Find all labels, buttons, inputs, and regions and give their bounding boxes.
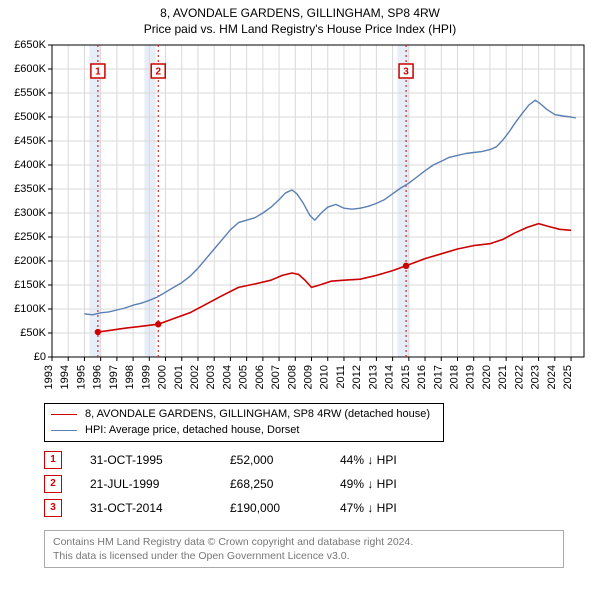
attribution-footer: Contains HM Land Registry data © Crown c… [44,530,564,568]
svg-text:2019: 2019 [465,365,477,389]
svg-text:1996: 1996 [92,365,104,389]
svg-text:2002: 2002 [189,365,201,389]
event-price: £52,000 [230,453,340,467]
legend-item: HPI: Average price, detached house, Dors… [51,423,437,438]
event-date: 31-OCT-2014 [90,501,230,515]
svg-text:£650K: £650K [14,39,46,51]
svg-text:2016: 2016 [416,365,428,389]
svg-text:£550K: £550K [14,87,46,99]
svg-text:1: 1 [95,67,101,78]
legend-swatch [51,414,77,415]
svg-text:2008: 2008 [286,365,298,389]
event-date: 31-OCT-1995 [90,453,230,467]
svg-text:3: 3 [403,67,409,78]
footer-line-1: Contains HM Land Registry data © Crown c… [53,535,555,549]
price-event-row: 3 31-OCT-2014£190,00047% ↓ HPI [44,496,592,520]
legend-label: 8, AVONDALE GARDENS, GILLINGHAM, SP8 4RW… [85,407,430,422]
svg-text:£100K: £100K [14,303,46,315]
svg-text:£200K: £200K [14,255,46,267]
legend: 8, AVONDALE GARDENS, GILLINGHAM, SP8 4RW… [44,403,444,442]
event-hpi-diff: 47% ↓ HPI [340,501,460,515]
svg-text:2005: 2005 [238,365,250,389]
footer-line-2: This data is licensed under the Open Gov… [53,549,555,563]
svg-text:2010: 2010 [319,365,331,389]
svg-text:2014: 2014 [384,365,396,389]
svg-text:£150K: £150K [14,279,46,291]
svg-text:2017: 2017 [432,365,444,389]
svg-text:1998: 1998 [124,365,136,389]
svg-text:1993: 1993 [43,365,55,389]
legend-swatch [51,430,77,431]
event-marker-badge: 3 [44,499,62,517]
svg-text:2015: 2015 [400,365,412,389]
svg-text:£250K: £250K [14,231,46,243]
event-price: £68,250 [230,477,340,491]
svg-text:1997: 1997 [108,365,120,389]
svg-text:2022: 2022 [513,365,525,389]
svg-text:2013: 2013 [367,365,379,389]
svg-text:£350K: £350K [14,183,46,195]
svg-text:2009: 2009 [303,365,315,389]
svg-text:1999: 1999 [140,365,152,389]
event-price: £190,000 [230,501,340,515]
svg-text:2025: 2025 [562,365,574,389]
legend-item: 8, AVONDALE GARDENS, GILLINGHAM, SP8 4RW… [51,407,437,422]
svg-text:2000: 2000 [157,365,169,389]
svg-text:£50K: £50K [20,327,46,339]
svg-text:1995: 1995 [75,365,87,389]
price-events-table: 1 31-OCT-1995£52,00044% ↓ HPI 2 21-JUL-1999… [44,448,592,520]
svg-text:£450K: £450K [14,135,46,147]
chart-subtitle: Price paid vs. HM Land Registry's House … [8,22,592,38]
event-date: 21-JUL-1999 [90,477,230,491]
chart-area: £0 £50K £100K £150K £200K £250K £300K £350K £400… [8,37,592,397]
price-event-row: 2 21-JUL-1999£68,25049% ↓ HPI [44,472,592,496]
svg-text:£0: £0 [34,351,46,363]
svg-text:2024: 2024 [546,365,558,389]
svg-text:£600K: £600K [14,63,46,75]
event-marker-badge: 1 [44,451,62,469]
svg-text:2020: 2020 [481,365,493,389]
price-event-row: 1 31-OCT-1995£52,00044% ↓ HPI [44,448,592,472]
svg-text:£500K: £500K [14,111,46,123]
svg-text:2004: 2004 [221,365,233,389]
svg-text:1994: 1994 [59,365,71,389]
svg-text:2006: 2006 [254,365,266,389]
svg-text:£400K: £400K [14,159,46,171]
svg-text:2012: 2012 [351,365,363,389]
event-hpi-diff: 49% ↓ HPI [340,477,460,491]
chart-title: 8, AVONDALE GARDENS, GILLINGHAM, SP8 4RW [8,6,592,22]
event-hpi-diff: 44% ↓ HPI [340,453,460,467]
legend-label: HPI: Average price, detached house, Dors… [85,423,299,438]
svg-text:2: 2 [155,67,161,78]
svg-text:2001: 2001 [173,365,185,389]
line-chart-svg: £0 £50K £100K £150K £200K £250K £300K £350K £400… [8,37,592,397]
svg-text:2018: 2018 [448,365,460,389]
svg-text:2011: 2011 [335,365,347,389]
svg-text:2023: 2023 [530,365,542,389]
svg-text:2007: 2007 [270,365,282,389]
svg-text:2003: 2003 [205,365,217,389]
svg-text:2021: 2021 [497,365,509,389]
svg-text:£300K: £300K [14,207,46,219]
event-marker-badge: 2 [44,475,62,493]
